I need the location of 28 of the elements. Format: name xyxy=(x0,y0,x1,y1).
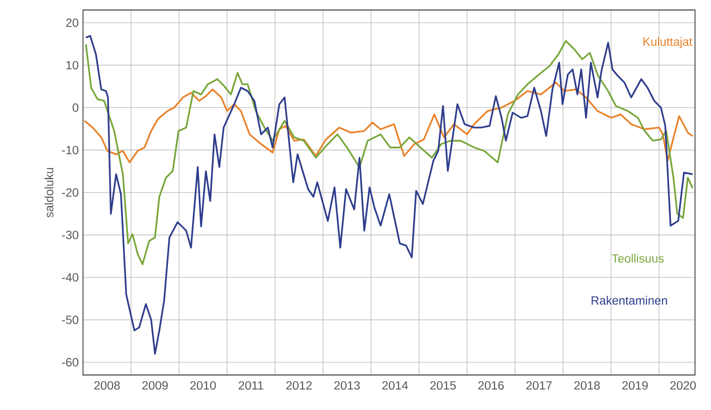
y-tick-label: -50 xyxy=(62,316,78,324)
text: Rakentaminen xyxy=(592,296,668,305)
y-tick-label: 0 xyxy=(72,103,78,112)
y-tick-label: -30 xyxy=(62,230,78,240)
text: Teollisuus xyxy=(612,254,664,263)
y-tick-label: -40 xyxy=(62,273,78,282)
line-series xyxy=(85,35,694,355)
x-tick-label: 2018 xyxy=(574,381,600,390)
text: Kuluttajat xyxy=(644,37,692,48)
x-tick-label: 2016 xyxy=(478,381,504,390)
y-tick-label: 10 xyxy=(66,60,78,70)
x-tick-label: 2019 xyxy=(622,381,648,390)
x-tick-label: 2010 xyxy=(190,381,216,390)
y-tick-label: -60 xyxy=(62,358,78,366)
x-tick-label: 2017 xyxy=(526,381,552,390)
x-tick-label: 2020 xyxy=(670,381,696,390)
x-tick-label: 2011 xyxy=(238,381,264,390)
x-tick-label: 2015 xyxy=(430,381,456,390)
y-tick-label: -10 xyxy=(62,146,78,154)
x-tick-label: 2014 xyxy=(382,381,408,390)
x-tick-label: 2009 xyxy=(142,381,168,390)
line-series xyxy=(84,82,694,164)
x-tick-label: 2012 xyxy=(286,381,312,390)
x-tick-label: 2013 xyxy=(334,381,360,390)
y-axis-title: saldoluku xyxy=(44,168,54,218)
y-tick-label: -20 xyxy=(62,188,78,197)
x-tick-label: 2008 xyxy=(94,381,120,390)
y-tick-label: 20 xyxy=(66,18,78,27)
